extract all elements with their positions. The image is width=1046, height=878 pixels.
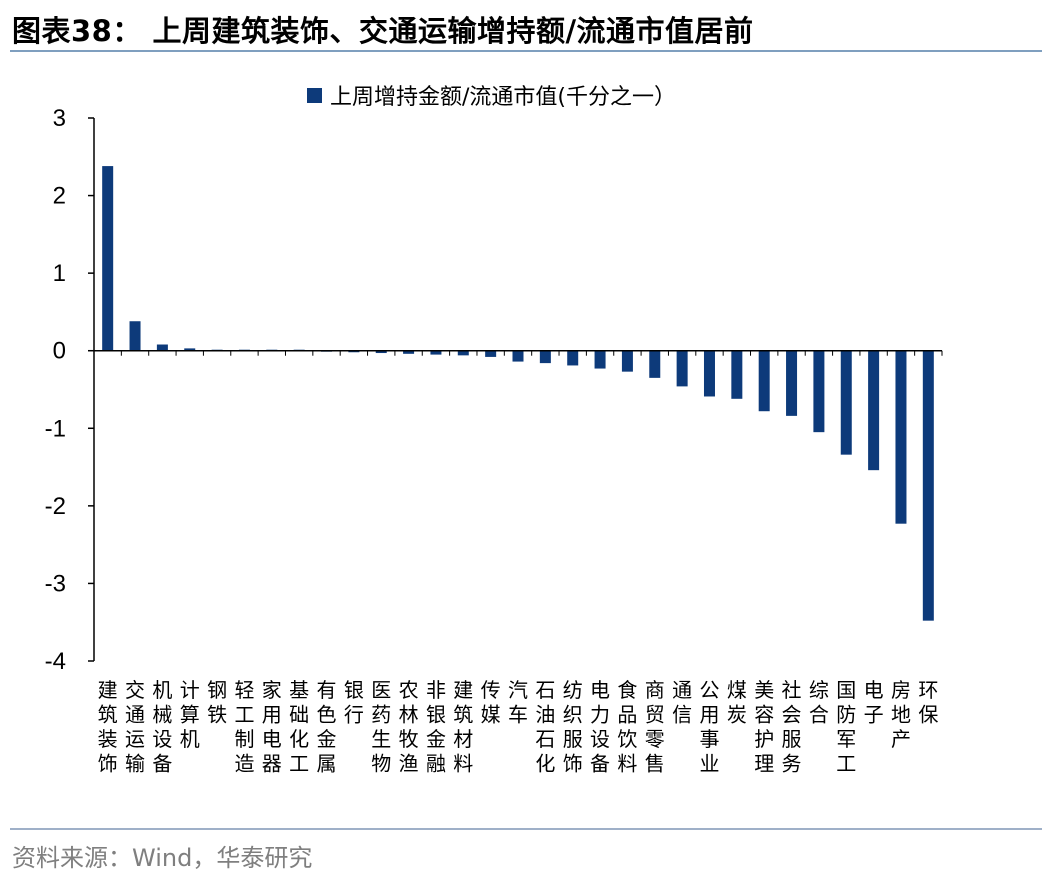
y-tick-label: 0 bbox=[53, 338, 66, 365]
x-tick-label: 环保 bbox=[918, 678, 938, 727]
bar bbox=[786, 350, 798, 416]
x-tick-label: 机械设备 bbox=[152, 678, 172, 776]
x-tick-label: 美容护理 bbox=[754, 678, 774, 776]
x-tick-label: 公用事业 bbox=[699, 678, 719, 776]
bar bbox=[485, 350, 497, 357]
x-tick-label: 通信 bbox=[672, 678, 692, 727]
title-divider bbox=[10, 50, 1042, 52]
x-tick-label: 计算机 bbox=[180, 678, 200, 751]
x-tick-label: 医药生物 bbox=[371, 678, 391, 776]
x-tick-label: 商贸零售 bbox=[645, 678, 665, 776]
legend-label: 上周增持金额/流通市值(千分之一） bbox=[330, 85, 676, 110]
bar bbox=[512, 350, 524, 362]
bar bbox=[348, 350, 360, 353]
x-tick-label: 交通运输 bbox=[125, 678, 145, 776]
bar bbox=[156, 344, 168, 351]
chart-legend: 上周增持金额/流通市值(千分之一） bbox=[307, 85, 676, 110]
x-tick-label: 有色金属 bbox=[317, 678, 337, 776]
bar bbox=[731, 350, 743, 399]
y-tick-label: -2 bbox=[45, 493, 66, 520]
x-tick-label: 综合 bbox=[809, 678, 829, 727]
x-tick-label: 电力设备 bbox=[590, 678, 610, 776]
x-tick-label: 社会服务 bbox=[782, 678, 802, 776]
x-tick-label: 基础化工 bbox=[289, 678, 309, 776]
x-tick-label: 食品饮料 bbox=[617, 678, 637, 776]
page-title: 图表38： 上周建筑装饰、交通运输增持额/流通市值居前 bbox=[12, 14, 754, 48]
x-tick-label: 汽车 bbox=[508, 678, 528, 727]
y-tick-label: -4 bbox=[45, 648, 66, 675]
legend-swatch bbox=[307, 88, 322, 103]
x-tick-label: 国防军工 bbox=[836, 678, 856, 776]
bar bbox=[594, 350, 606, 369]
x-tick-label: 建筑材料 bbox=[453, 678, 473, 776]
bar bbox=[813, 350, 825, 433]
x-tick-label: 传媒 bbox=[481, 678, 501, 727]
y-tick-label: -3 bbox=[45, 570, 66, 597]
x-tick-label: 煤炭 bbox=[727, 678, 747, 727]
x-tick-label: 房地产 bbox=[891, 678, 911, 751]
bar bbox=[430, 350, 442, 355]
bar bbox=[403, 350, 415, 354]
x-tick-label: 建筑装饰 bbox=[98, 678, 118, 776]
y-tick-label: 2 bbox=[53, 183, 66, 210]
x-tick-label: 非银金融 bbox=[426, 678, 446, 776]
bar bbox=[621, 350, 633, 372]
x-tick-label: 银行 bbox=[344, 678, 364, 727]
bar bbox=[649, 350, 661, 378]
bar bbox=[184, 348, 196, 351]
bar bbox=[840, 350, 852, 455]
x-tick-label: 电子 bbox=[864, 678, 884, 727]
bar bbox=[868, 350, 880, 471]
bar bbox=[922, 350, 934, 621]
x-tick-label: 轻工制造 bbox=[234, 678, 254, 776]
bar bbox=[539, 350, 551, 364]
x-axis bbox=[93, 349, 943, 356]
x-tick-label: 纺织服饰 bbox=[563, 678, 583, 776]
bar bbox=[375, 350, 387, 354]
bar bbox=[676, 350, 688, 387]
x-tick-label: 石油石化 bbox=[535, 678, 555, 776]
x-tick-label: 家用电器 bbox=[262, 678, 282, 776]
y-axis: 3 2 1 0 -1 -2 -3 -4 bbox=[45, 105, 95, 675]
y-tick-label: 3 bbox=[53, 105, 66, 132]
bar bbox=[102, 166, 114, 351]
bar-series bbox=[102, 166, 934, 621]
bar bbox=[895, 350, 907, 524]
footer-divider bbox=[10, 828, 1042, 830]
bar bbox=[129, 321, 141, 351]
bar bbox=[758, 350, 770, 412]
y-tick-label: 1 bbox=[53, 260, 66, 287]
source-note: 资料来源：Wind，华泰研究 bbox=[12, 844, 313, 872]
category-labels: 建筑装饰交通运输机械设备计算机钢铁轻工制造家用电器基础化工有色金属银行医药生物农… bbox=[98, 678, 939, 776]
y-tick-label: -1 bbox=[45, 415, 66, 442]
bar bbox=[457, 350, 469, 356]
x-tick-label: 农林牧渔 bbox=[399, 678, 419, 776]
x-tick-label: 钢铁 bbox=[207, 678, 227, 727]
bar bbox=[567, 350, 579, 366]
bar bbox=[703, 350, 715, 397]
